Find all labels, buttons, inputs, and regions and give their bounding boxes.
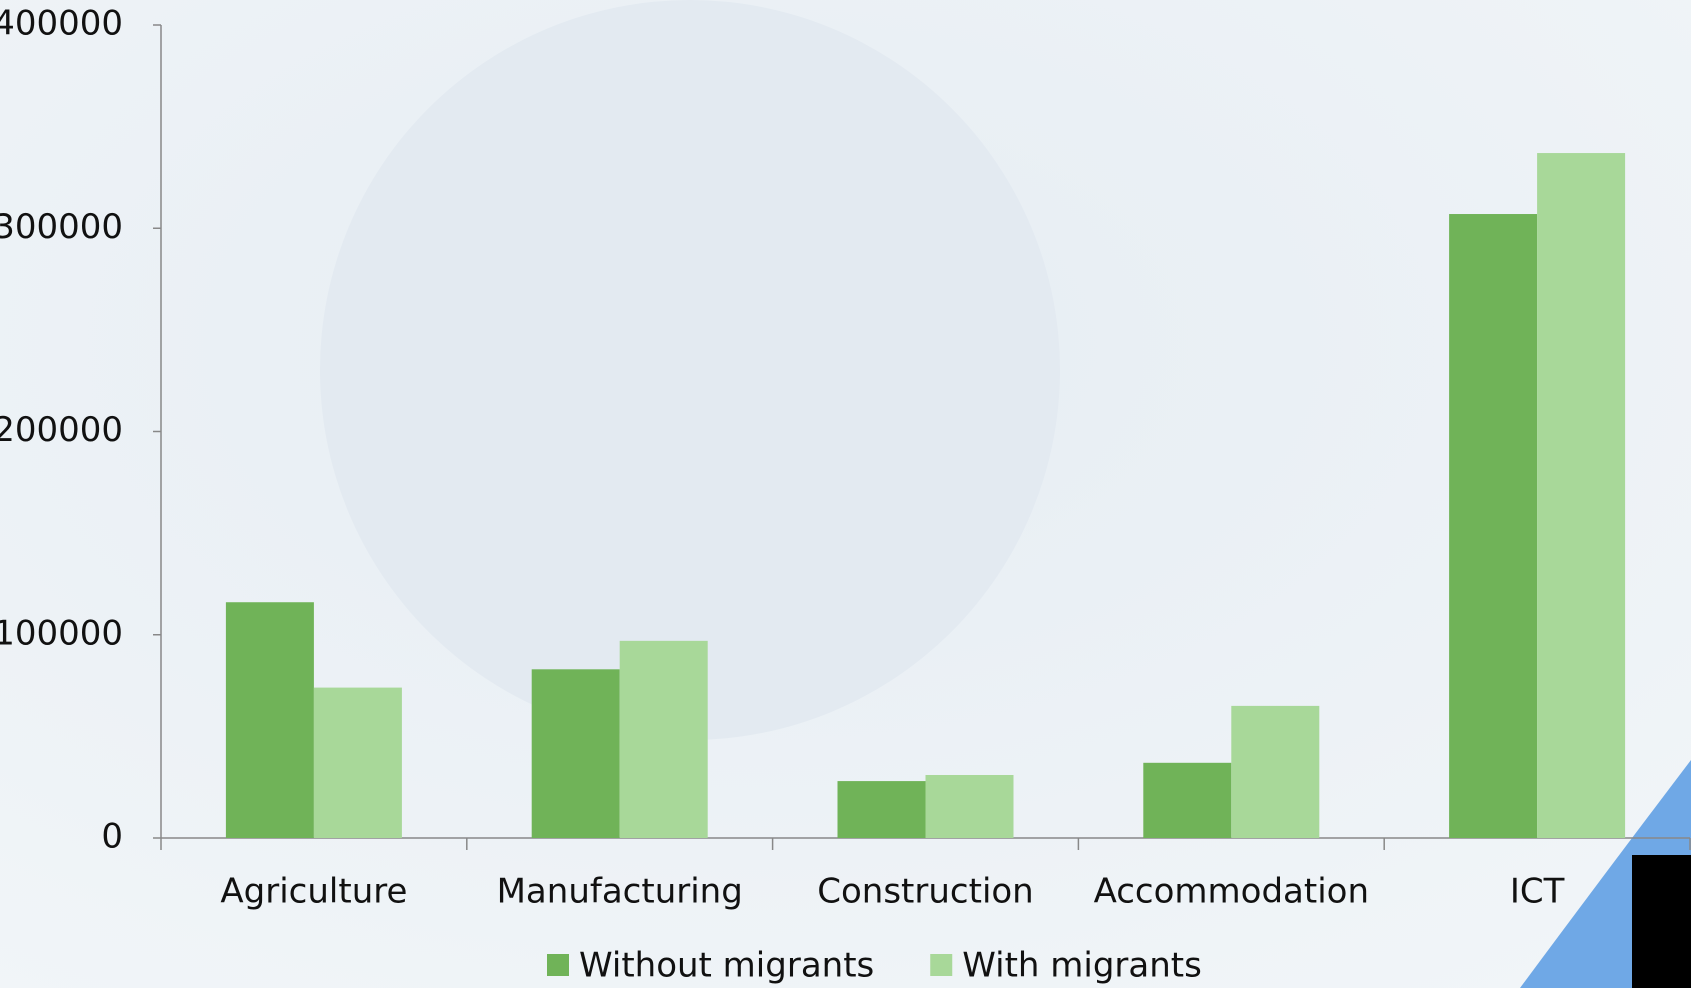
logo — [1632, 855, 1691, 988]
bar — [619, 640, 708, 838]
legend-label: With migrants — [962, 946, 1202, 986]
x-tick-label: Manufacturing — [497, 872, 743, 912]
y-tick-label: 200000 — [0, 410, 123, 450]
bar — [837, 781, 926, 838]
y-tick-label: 400000 — [0, 4, 123, 44]
x-tick-label: Agriculture — [220, 872, 407, 912]
legend-label: Without migrants — [579, 946, 874, 986]
bar — [1143, 762, 1232, 838]
bar — [1537, 153, 1626, 839]
globe-decoration — [320, 0, 1060, 740]
x-tick-label: ICT — [1510, 872, 1565, 912]
y-tick-label: 0 — [101, 817, 123, 857]
y-tick-label: 300000 — [0, 207, 123, 247]
bar — [1449, 214, 1538, 838]
bar — [531, 669, 620, 838]
y-tick-label: 100000 — [0, 613, 123, 653]
bar — [313, 687, 402, 838]
x-tick-label: Construction — [817, 872, 1033, 912]
bar — [1231, 705, 1320, 838]
x-tick-label: Accommodation — [1094, 872, 1369, 912]
bar — [225, 602, 314, 838]
bar — [925, 774, 1014, 838]
legend-swatch — [930, 954, 953, 976]
legend-swatch — [547, 954, 569, 976]
